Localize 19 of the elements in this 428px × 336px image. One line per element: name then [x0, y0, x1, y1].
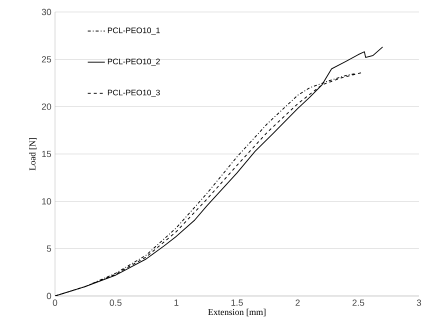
y-tick-label: 10: [42, 198, 52, 205]
y-tick-label: 30: [42, 8, 52, 16]
y-tick-label: 25: [42, 56, 52, 63]
x-tick-label: 0.5: [110, 300, 122, 306]
y-tick-label: 5: [46, 246, 52, 252]
x-tick-label: 2: [296, 300, 300, 306]
y-axis-title: Load [N]: [29, 138, 37, 170]
legend-label: PCL-PEO10_2: [108, 58, 160, 66]
x-tick-label: 1.5: [231, 300, 243, 306]
x-axis-title: Extension [mm]: [208, 308, 266, 316]
legend-label: PCL-PEO10_3: [108, 90, 160, 97]
y-tick-label: 20: [42, 103, 52, 110]
x-tick-label: 1: [174, 300, 178, 306]
x-tick-label: 2.5: [352, 300, 364, 306]
x-tick-label: 3: [416, 300, 422, 306]
x-tick-label: 0: [52, 300, 58, 306]
y-tick-label: 15: [42, 150, 52, 158]
legend-label: PCL-PEO10_1: [108, 28, 160, 35]
y-tick-label: 0: [46, 292, 52, 300]
